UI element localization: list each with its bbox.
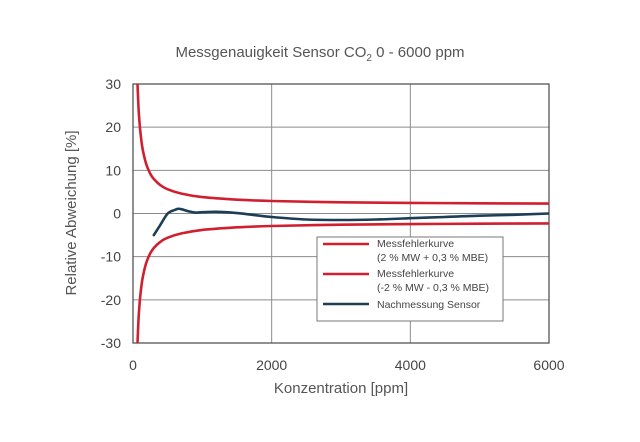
legend-box <box>316 236 504 322</box>
legend-label-detail: (-2 % MW - 0,3 % MBE) <box>377 282 489 294</box>
x-tick-labels: 0 2000 4000 6000 <box>129 357 565 373</box>
chart-title: Messgenauigkeit Sensor CO2 0 - 6000 ppm <box>175 44 464 64</box>
sensor-measurement-line <box>152 207 549 237</box>
error-curve-upper-line <box>136 84 549 205</box>
x-tick-label: 2000 <box>256 357 287 373</box>
y-tick-label: 0 <box>113 206 121 222</box>
y-tick-label: -30 <box>101 335 121 351</box>
y-tick-labels: 30 20 10 0 -10 -20 -30 <box>101 76 121 351</box>
y-tick-label: 20 <box>105 119 121 135</box>
legend-label: Messfehlerkurve <box>377 268 454 280</box>
x-axis-label: Konzentration [ppm] <box>274 380 408 397</box>
legend-label: Messfehlerkurve <box>377 238 454 250</box>
y-tick-label: -10 <box>101 249 121 265</box>
y-tick-label: -20 <box>101 292 121 308</box>
legend-label-detail: (2 % MW + 0,3 % MBE) <box>377 252 488 264</box>
x-tick-label: 0 <box>129 357 137 373</box>
error-curve-lower-line <box>136 222 549 343</box>
x-tick-label: 6000 <box>533 357 564 373</box>
legend-label: Nachmessung Sensor <box>377 299 481 311</box>
y-tick-label: 10 <box>105 162 121 178</box>
y-axis-label: Relative Abweichung [%] <box>63 130 80 295</box>
x-tick-label: 4000 <box>395 357 426 373</box>
series-lines <box>136 84 549 343</box>
y-tick-label: 30 <box>105 76 121 92</box>
legend: Messfehlerkurve (2 % MW + 0,3 % MBE) Messf… <box>316 236 504 322</box>
